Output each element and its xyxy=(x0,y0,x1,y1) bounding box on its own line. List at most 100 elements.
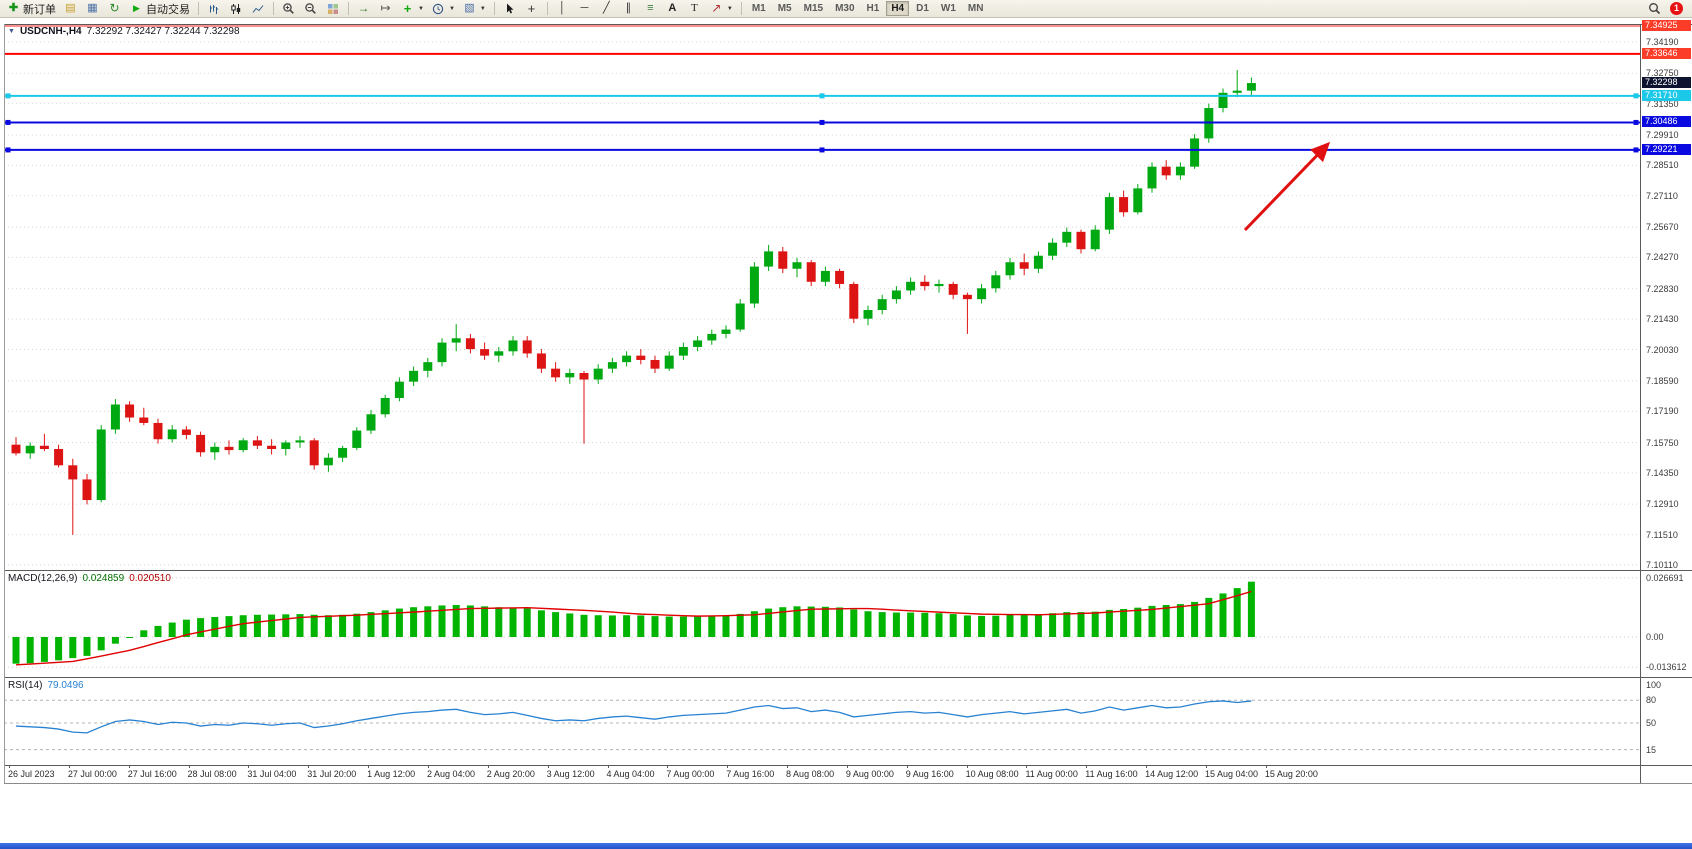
search-button[interactable] xyxy=(1644,1,1665,17)
macd-indicator-pane[interactable] xyxy=(4,570,1640,677)
candle-body xyxy=(309,440,319,466)
arrows-button[interactable]: ↗ ▼ xyxy=(706,1,736,17)
periods-button[interactable]: ▼ xyxy=(428,1,458,17)
timeframe-h4-button[interactable]: H4 xyxy=(886,1,910,16)
fibonacci-button[interactable]: ≡ xyxy=(640,1,661,17)
candle-body xyxy=(366,414,376,431)
line-handle xyxy=(5,93,11,99)
price-line-label: 7.30486 xyxy=(1642,116,1691,128)
macd-signal-line xyxy=(15,590,1252,666)
zoom-out-icon xyxy=(303,1,318,16)
templates-button[interactable]: ▧ ▼ xyxy=(459,1,489,17)
rsi-pane-separator[interactable] xyxy=(4,677,1692,678)
horizontal-line-icon: ─ xyxy=(580,2,589,14)
candle-body xyxy=(764,251,774,267)
price-axis[interactable]: 7.34190 7.32750 7.31350 7.29910 7.28510 7.271… xyxy=(1642,18,1692,843)
candle-body xyxy=(735,303,745,330)
macd-signal-value: 0.020510 xyxy=(129,573,171,584)
new-chart-icon: ▤ xyxy=(65,2,76,14)
tile-windows-button[interactable] xyxy=(322,1,343,17)
candle-body xyxy=(1147,166,1157,189)
macd-axis-label: 0.00 xyxy=(1646,632,1664,642)
data-window-button[interactable]: ▦ xyxy=(82,1,103,17)
candle-body xyxy=(508,340,518,352)
candlestick-chart-button[interactable] xyxy=(225,1,246,17)
vertical-line-button[interactable]: │ xyxy=(552,1,573,17)
chart-window: ▼ USDCNH-,H4 7.32292 7.32427 7.32244 7.3… xyxy=(0,18,1692,843)
timeframe-m5-button[interactable]: M5 xyxy=(773,1,797,16)
horizontal-line-7.31710[interactable] xyxy=(4,93,1640,99)
time-tick xyxy=(1265,765,1267,768)
chart-shift-button[interactable]: ↦ xyxy=(375,1,396,17)
timeframe-m15-button[interactable]: M15 xyxy=(799,1,828,16)
refresh-button[interactable]: ↻ xyxy=(104,1,125,17)
candle-body xyxy=(1232,90,1242,93)
candle-body xyxy=(125,404,135,418)
chevron-down-icon: ▼ xyxy=(726,5,733,12)
chart-left-border xyxy=(4,24,5,783)
time-axis-label: 8 Aug 08:00 xyxy=(786,769,835,779)
text-button[interactable]: A xyxy=(662,1,683,17)
trendline-icon: ╱ xyxy=(603,2,610,14)
notification-badge[interactable]: 1 xyxy=(1670,2,1683,15)
candle-body xyxy=(423,362,433,371)
timeframe-h1-button[interactable]: H1 xyxy=(862,1,885,16)
macd-name: MACD(12,26,9) xyxy=(8,573,78,584)
price-axis-separator[interactable] xyxy=(1640,24,1641,783)
zoom-in-button[interactable] xyxy=(278,1,299,17)
indicators-icon: + xyxy=(403,1,412,16)
text-label-button[interactable]: T xyxy=(684,1,705,17)
line-handle xyxy=(5,147,11,153)
price-chart-pane[interactable] xyxy=(4,24,1640,570)
candle-body xyxy=(437,342,447,363)
candle-body xyxy=(565,373,575,378)
cursor-icon xyxy=(502,1,517,16)
candle-body xyxy=(1161,166,1171,176)
timeframe-m1-button[interactable]: M1 xyxy=(747,1,771,16)
candle-body xyxy=(1062,231,1072,243)
timeframe-d1-button[interactable]: D1 xyxy=(911,1,934,16)
cursor-button[interactable] xyxy=(499,1,520,17)
collapse-icon[interactable]: ▼ xyxy=(8,28,15,35)
auto-scroll-button[interactable]: → xyxy=(353,1,374,17)
candle-body xyxy=(693,340,703,347)
horizontal-line-7.30486[interactable] xyxy=(4,119,1640,125)
candle-body xyxy=(267,445,277,450)
timeframe-mn-button[interactable]: MN xyxy=(963,1,989,16)
line-handle xyxy=(5,119,11,125)
horizontal-line-button[interactable]: ─ xyxy=(574,1,595,17)
crosshair-button[interactable]: + xyxy=(521,1,542,17)
rsi-label: RSI(14) 79.0496 xyxy=(8,680,84,691)
timeframe-w1-button[interactable]: W1 xyxy=(936,1,961,16)
zoom-out-button[interactable] xyxy=(300,1,321,17)
macd-pane-separator[interactable] xyxy=(4,570,1692,571)
candle-body xyxy=(11,444,21,454)
trendline-button[interactable]: ╱ xyxy=(596,1,617,17)
macd-axis-label: 0.026691 xyxy=(1646,572,1684,583)
annotation-arrow[interactable] xyxy=(1243,141,1331,232)
timeframe-m30-button[interactable]: M30 xyxy=(830,1,859,16)
channel-button[interactable]: ∥ xyxy=(618,1,639,17)
line-chart-button[interactable] xyxy=(247,1,268,17)
time-axis-label: 9 Aug 00:00 xyxy=(845,769,894,779)
time-axis-label: 7 Aug 16:00 xyxy=(726,769,775,779)
rsi-indicator-pane[interactable] xyxy=(4,677,1640,765)
new-chart-button[interactable]: ▤ xyxy=(60,1,81,17)
time-tick xyxy=(547,765,549,768)
candle-body xyxy=(607,362,617,369)
new-order-button[interactable]: ✚ 新订单 xyxy=(3,1,59,17)
candle-body xyxy=(465,338,475,350)
autotrading-button[interactable]: ▶ 自动交易 xyxy=(126,1,193,17)
candle-body xyxy=(68,465,78,480)
time-axis-label: 2 Aug 20:00 xyxy=(486,769,535,779)
bar-chart-button[interactable] xyxy=(203,1,224,17)
time-axis[interactable]: 26 Jul 2023 27 Jul 00:00 27 Jul 16:00 28 Ju… xyxy=(4,765,1640,783)
line-handle xyxy=(1633,119,1639,125)
indicators-button[interactable]: + ▼ xyxy=(397,1,427,17)
candle-body xyxy=(1119,197,1129,213)
time-tick xyxy=(1026,765,1028,768)
candle-body xyxy=(678,346,688,356)
macd-axis-label: -0.013612 xyxy=(1646,662,1687,673)
time-axis-label: 1 Aug 12:00 xyxy=(367,769,416,779)
horizontal-line-7.29221[interactable] xyxy=(4,147,1640,153)
